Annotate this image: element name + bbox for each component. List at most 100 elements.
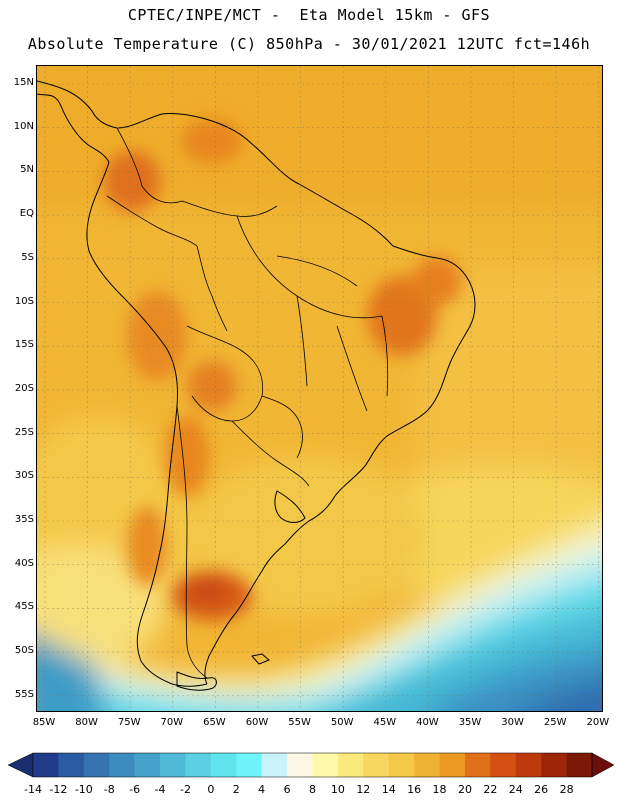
- colorbar-swatch: [541, 753, 567, 777]
- border-brazil-states-3: [336, 325, 368, 412]
- border-colombia-peru: [106, 195, 198, 247]
- colorbar-tick-label: 18: [432, 783, 447, 796]
- colorbar-tick-label: 0: [207, 783, 215, 796]
- colorbar-swatch: [83, 753, 110, 777]
- lon-label: 50W: [330, 717, 354, 728]
- lat-label: 20S: [14, 382, 34, 394]
- coastline-argentina: [204, 543, 286, 685]
- border-brazil-states-5: [276, 255, 358, 287]
- colorbar: [7, 752, 615, 778]
- lat-label: 50S: [14, 645, 34, 657]
- colorbar-swatch: [515, 753, 542, 777]
- coastline-falklands: [251, 653, 270, 665]
- colorbar-tick-label: 2: [232, 783, 240, 796]
- lon-label: 75W: [117, 717, 141, 728]
- coastline-ne-brazil: [334, 245, 476, 497]
- colorbar-swatch: [439, 753, 466, 777]
- colorbar-swatch: [388, 753, 415, 777]
- border-peru-brazil: [196, 245, 228, 332]
- lat-label: 15N: [13, 77, 34, 88]
- colorbar-swatch: [337, 753, 364, 777]
- colorbar-tick-label: -12: [49, 783, 68, 796]
- lon-label: 80W: [75, 717, 98, 728]
- hotspot-ne-coast: [412, 256, 462, 306]
- field-cold-band-6: [525, 681, 602, 711]
- lat-label: 10N: [13, 120, 34, 132]
- lon-label: 45W: [373, 717, 397, 728]
- lon-label: 60W: [245, 717, 269, 728]
- colorbar-swatch: [134, 753, 161, 777]
- colorbar-tick-label: 28: [559, 783, 574, 796]
- coastline-uruguay-bay: [274, 490, 306, 523]
- colorbar-tick-label: -6: [129, 783, 141, 796]
- colorbar-frame: [32, 752, 593, 778]
- border-brazil-states-2: [296, 295, 308, 387]
- lat-label: 30S: [14, 470, 34, 482]
- lat-label: 35S: [14, 514, 34, 525]
- border-brazil-states-1: [236, 215, 383, 319]
- hotspot-bolivia: [187, 361, 237, 411]
- lat-label: 15S: [14, 339, 34, 351]
- colorbar-tick-label: 6: [283, 783, 291, 796]
- colorbar-swatch: [312, 753, 339, 777]
- colorbar-tick-label: 22: [483, 783, 498, 796]
- temperature-map: [37, 66, 602, 711]
- colorbar-swatch: [566, 753, 593, 777]
- field-cold-sw: [37, 636, 106, 711]
- border-argentina-brazil: [231, 420, 310, 487]
- lon-label: 30W: [501, 717, 524, 728]
- border-brazil-states-4: [381, 315, 389, 397]
- colorbar-tick-label: -8: [103, 783, 115, 796]
- lat-label: 5S: [21, 251, 34, 263]
- lon-label: 70W: [160, 717, 184, 728]
- lon-label: 40W: [416, 717, 439, 728]
- colorbar-swatch: [464, 753, 491, 777]
- lat-label: 10S: [14, 295, 34, 307]
- colorbar-tick-label: 4: [258, 783, 266, 796]
- lat-label: EQ: [19, 208, 34, 220]
- chart-title-line1: CPTEC/INPE/MCT - Eta Model 15km - GFS: [127, 6, 491, 24]
- map-panel[interactable]: [36, 65, 603, 712]
- colorbar-tick-label: 10: [330, 783, 345, 796]
- hotspot-patagonia-core: [185, 579, 229, 603]
- coastline-tierra-del-fuego: [176, 671, 217, 691]
- colorbar-swatch: [363, 753, 390, 777]
- colorbar-swatch: [58, 753, 85, 777]
- hotspot-colombia: [104, 151, 160, 211]
- coastline-caribbean: [37, 80, 394, 247]
- lat-label: 40S: [14, 557, 34, 569]
- colorbar-swatch: [414, 753, 440, 777]
- colorbar-swatch: [490, 753, 517, 777]
- colorbar-tick-label: 24: [508, 783, 523, 796]
- lon-label: 55W: [288, 717, 311, 728]
- lat-label: 5N: [20, 164, 34, 176]
- lat-label: 45S: [14, 601, 34, 613]
- border-brazil-paraguay: [261, 395, 303, 459]
- lon-label: 35W: [458, 717, 482, 728]
- border-argentina-chile: [176, 405, 208, 679]
- colorbar-swatch: [210, 753, 237, 777]
- lon-label: 20W: [586, 717, 610, 728]
- colorbar-tick-label: 12: [356, 783, 371, 796]
- colorbar-swatch: [261, 753, 288, 777]
- colorbar-tick-label: -14: [24, 783, 42, 796]
- colorbar-swatch: [33, 753, 59, 777]
- colorbar-under-arrow: [7, 752, 34, 778]
- colorbar-swatch: [236, 753, 262, 777]
- colorbar-tick-label: 20: [457, 783, 472, 796]
- colorbar-swatch: [160, 753, 186, 777]
- colorbar-swatch: [185, 753, 212, 777]
- field-pampas: [187, 456, 427, 616]
- lat-label: 55S: [14, 688, 34, 700]
- colorbar-tick-label: 16: [407, 783, 422, 796]
- colorbar-tick-label: -2: [179, 783, 191, 796]
- colorbar-tick-label: -4: [154, 783, 166, 796]
- colorbar-swatch: [109, 753, 135, 777]
- lat-label: 25S: [14, 426, 34, 438]
- colorbar-tick-label: -10: [74, 783, 93, 796]
- lon-label: 65W: [203, 717, 226, 728]
- lon-label: 25W: [543, 717, 567, 728]
- coastline-pacific: [86, 161, 208, 687]
- colorbar-over-arrow: [591, 752, 615, 778]
- coastline-south-brazil: [284, 495, 336, 545]
